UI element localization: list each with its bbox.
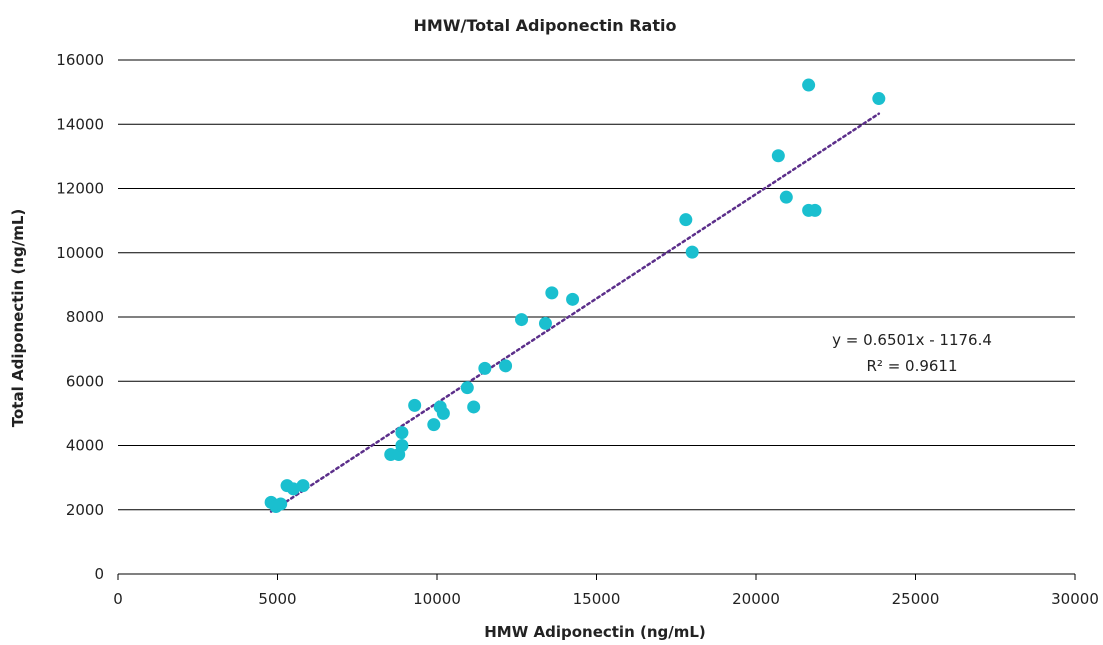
y-tick-label: 0 [94, 565, 104, 583]
data-point [515, 313, 529, 327]
data-point [771, 149, 785, 163]
trendline-r-squared: R² = 0.9611 [866, 357, 957, 375]
data-point [296, 479, 310, 493]
x-tick-label: 0 [113, 590, 123, 608]
data-point [395, 426, 409, 440]
x-tick-label: 25000 [892, 590, 940, 608]
data-point [460, 381, 474, 395]
trendline-equation: y = 0.6501x - 1176.4 [832, 331, 992, 349]
y-axis-title: Total Adiponectin (ng/mL) [9, 209, 27, 427]
y-tick-label: 4000 [66, 437, 104, 455]
axes: 0 2000 4000 6000 8000 10000 12000 14000 16000 0 50… [56, 51, 1099, 608]
x-tick-label: 10000 [413, 590, 461, 608]
data-point [566, 292, 580, 306]
data-point [478, 361, 492, 375]
x-tick-label: 30000 [1051, 590, 1099, 608]
gridlines [118, 59, 1075, 511]
data-point [545, 286, 559, 300]
data-point [274, 497, 288, 511]
trendline-group [269, 112, 881, 513]
data-point [808, 203, 822, 217]
data-point [467, 400, 481, 414]
y-tick-label: 8000 [66, 308, 104, 326]
data-point [436, 406, 450, 420]
data-points [264, 78, 886, 514]
y-tick-label: 12000 [56, 180, 104, 198]
chart-title: HMW/Total Adiponectin Ratio [414, 16, 677, 35]
x-tick-label: 5000 [258, 590, 296, 608]
data-point [679, 213, 693, 227]
y-tick-label: 2000 [66, 501, 104, 519]
x-tick-label: 15000 [573, 590, 621, 608]
x-tick-label: 20000 [732, 590, 780, 608]
y-tick-label: 16000 [56, 51, 104, 69]
data-point [538, 316, 552, 330]
y-tick-label: 6000 [66, 372, 104, 390]
data-point [802, 78, 816, 92]
data-point [408, 398, 422, 412]
trendline [269, 112, 881, 513]
data-point [395, 439, 409, 452]
data-point [872, 92, 886, 106]
data-point [427, 418, 441, 432]
data-point [779, 190, 793, 204]
y-tick-label: 10000 [56, 244, 104, 262]
data-point [685, 245, 699, 259]
y-tick-label: 14000 [56, 115, 104, 133]
x-axis-title: HMW Adiponectin (ng/mL) [484, 623, 706, 641]
data-point [499, 359, 513, 373]
